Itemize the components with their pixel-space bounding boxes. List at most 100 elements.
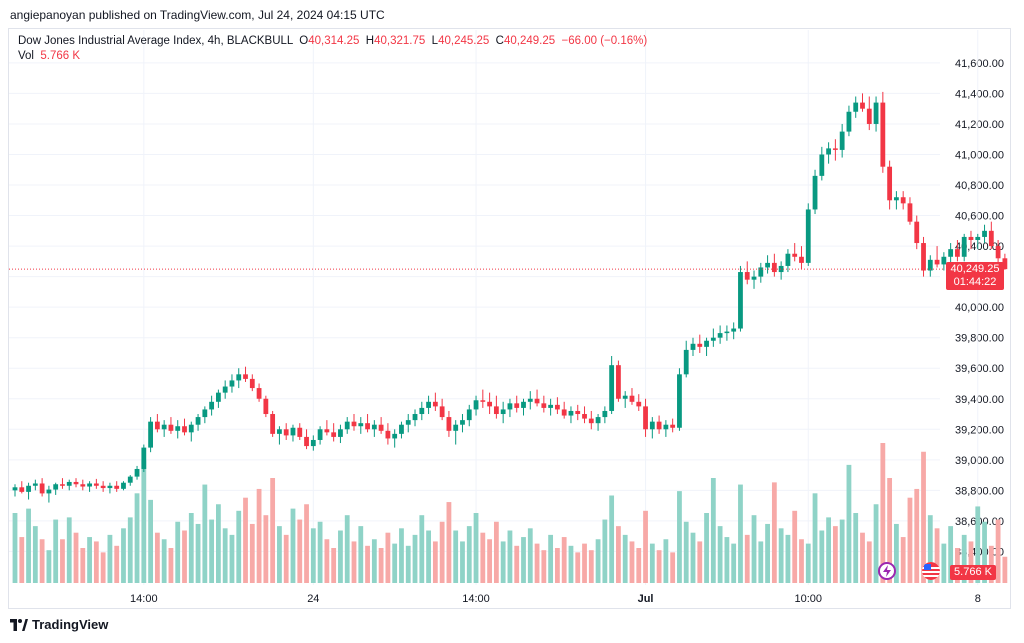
candle-body [168,424,174,431]
y-tick-label: 41,200.00 [955,119,1004,131]
volume-bar [60,539,65,583]
candle-body [412,414,418,421]
candle-body [127,476,133,483]
volume-bar [46,550,52,583]
candle-body [771,262,777,273]
volume-bar [568,545,574,583]
candle-body [236,374,242,381]
candle-body [277,429,282,434]
volume-bar [629,541,635,583]
volume-bar [595,539,601,583]
candle-body [629,395,635,402]
candle-body [521,401,526,408]
candle-body [19,487,25,492]
volume-bar [839,519,845,583]
volume-bar [480,532,486,583]
volume-bar [39,539,45,583]
volume-bar [860,532,865,583]
candle-body [846,111,852,132]
candle-body [894,197,899,201]
legend-vol-value: 5.766 K [40,50,81,62]
candle-body [453,424,459,431]
volume-bar [731,543,737,583]
legend-vol-label: Vol [18,50,34,62]
volume-bar [351,541,357,583]
volume-bar [466,526,472,583]
candle-body [324,429,330,433]
volume-bar [93,541,99,583]
candle-body [866,108,872,124]
volume-bar [107,534,113,583]
x-tick-label: Jul [638,593,654,605]
candle-body [493,406,499,415]
candle-body [60,484,65,486]
y-tick-label: 40,800.00 [955,180,1004,192]
us-flag-icon[interactable] [922,562,940,580]
volume-bar [412,534,418,583]
volume-bar [982,521,987,583]
volume-bar [853,513,859,583]
candle-body [141,447,147,469]
volume-bar [683,521,689,583]
candle-body [80,484,86,487]
volume-bar [80,548,86,583]
y-tick-label: 39,600.00 [955,363,1004,375]
volume-bar [941,543,947,583]
candle-body [941,256,947,265]
x-tick-label: 8 [975,593,981,605]
candle-body [785,253,791,266]
volume-bar [724,537,730,583]
candle-body [900,197,906,204]
volume-bar [487,539,492,583]
volume-bar [53,519,59,583]
candle-body [100,485,106,489]
y-tick-label: 39,400.00 [955,394,1004,406]
volume-bar [704,513,709,583]
volume-bar [297,519,303,583]
volume-bar [392,543,398,583]
volume-bar [785,534,791,583]
volume-bar [209,519,215,583]
candle-body [419,407,425,415]
volume-bar [148,499,153,583]
volume-bar [602,519,608,583]
legend-o-label: O [299,35,309,47]
volume-bar [154,532,160,583]
candle-body [351,421,357,427]
volume-bar [405,545,411,583]
candle-body [338,429,343,437]
volume-bar [656,550,662,583]
candle-body [643,406,648,430]
volume-bar [812,493,818,583]
candle-body [256,388,262,399]
volume-bar [907,497,913,583]
candle-body [717,333,723,338]
volume-bar [670,552,676,583]
volume-bar [948,526,954,583]
volume-bar [819,530,825,583]
candle-body [378,424,384,431]
volume-bar [846,464,852,583]
candle-body [656,421,662,430]
legend-title: Dow Jones Industrial Average Index, 4h, … [18,35,293,47]
lightning-icon[interactable] [878,562,896,580]
candle-body [616,365,621,399]
y-tick-label: 39,000.00 [955,455,1004,467]
candle-body [1002,258,1008,270]
volume-bar [616,526,621,583]
candle-body [724,331,730,334]
candle-body [514,403,520,408]
volume-bar [317,521,323,583]
volume-bar [202,484,208,583]
candle-body [982,230,987,237]
volume-bar [534,543,540,583]
candle-body [270,414,276,434]
legend-change: −66.00 (−0.16%) [561,35,648,47]
candle-body [188,424,194,433]
x-tick-label: 10:00 [794,593,822,605]
candle-body [873,102,879,124]
candle-body [670,424,676,428]
y-tick-label: 41,000.00 [955,149,1004,161]
volume-bar [1002,556,1008,583]
